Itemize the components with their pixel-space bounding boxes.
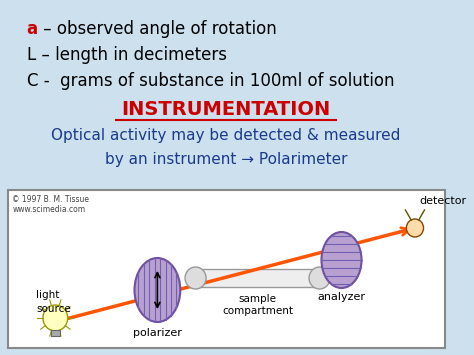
Text: source: source [36,304,71,314]
Text: light: light [36,290,60,300]
Text: – observed angle of rotation: – observed angle of rotation [38,20,277,38]
Text: detector: detector [419,196,467,206]
Circle shape [406,219,424,237]
Ellipse shape [321,232,362,288]
Text: analyzer: analyzer [318,292,365,302]
Circle shape [309,267,330,289]
Text: by an instrument → Polarimeter: by an instrument → Polarimeter [105,152,347,167]
Text: INSTRUMENTATION: INSTRUMENTATION [121,100,331,119]
Text: Optical activity may be detected & measured: Optical activity may be detected & measu… [51,128,401,143]
Bar [196,269,319,287]
Text: a: a [27,20,38,38]
Circle shape [185,267,206,289]
Text: © 1997 B. M. Tissue
www.scimedia.com: © 1997 B. M. Tissue www.scimedia.com [12,195,90,214]
Text: C -  grams of substance in 100ml of solution: C - grams of substance in 100ml of solut… [27,72,394,90]
Text: polarizer: polarizer [133,328,182,338]
Circle shape [43,305,68,331]
Text: L – length in decimeters: L – length in decimeters [27,46,227,64]
Text: sample
compartment: sample compartment [222,294,293,316]
Ellipse shape [135,258,180,322]
Bar [8,190,445,348]
Bar [51,330,60,336]
